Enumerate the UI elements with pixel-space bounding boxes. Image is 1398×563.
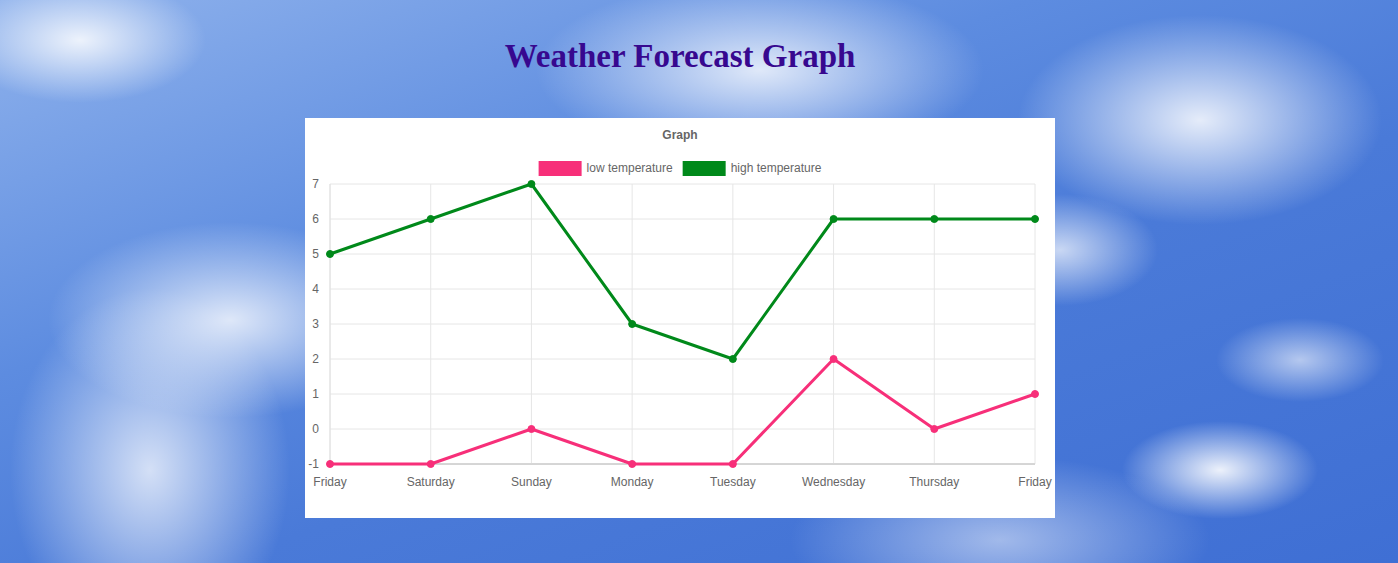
- x-tick-label: Friday: [1018, 475, 1051, 489]
- x-tick-label: Saturday: [407, 475, 455, 489]
- series-marker: [528, 426, 535, 433]
- series-line: [330, 184, 1035, 359]
- series-marker: [830, 216, 837, 223]
- y-axis-line: [330, 184, 331, 464]
- series-marker: [729, 461, 736, 468]
- chart-title: Graph: [662, 128, 697, 142]
- series-marker: [729, 356, 736, 363]
- legend-item: low temperature: [539, 161, 673, 176]
- series-marker: [427, 461, 434, 468]
- y-tick-label: -1: [308, 457, 319, 471]
- series-line: [330, 359, 1035, 464]
- x-grid-line: [1035, 184, 1036, 464]
- x-grid-line: [732, 184, 733, 464]
- y-tick-label: 5: [312, 247, 319, 261]
- series-marker: [931, 426, 938, 433]
- x-grid-line: [531, 184, 532, 464]
- legend-item: high temperature: [683, 161, 822, 176]
- y-grid-line: [330, 324, 1035, 325]
- series-marker: [629, 461, 636, 468]
- y-tick-label: 3: [312, 317, 319, 331]
- x-tick-label: Tuesday: [710, 475, 756, 489]
- chart: Graph low temperature high temperature -1 0 1…: [305, 118, 1055, 518]
- legend-swatch: [683, 161, 726, 176]
- x-grid-line: [833, 184, 834, 464]
- series-marker: [830, 356, 837, 363]
- y-grid-line: [330, 254, 1035, 255]
- x-grid-line: [330, 184, 331, 464]
- y-tick-label: 7: [312, 177, 319, 191]
- y-grid-line: [330, 429, 1035, 430]
- y-grid-line: [330, 394, 1035, 395]
- x-tick-label: Sunday: [511, 475, 552, 489]
- x-grid-line: [430, 184, 431, 464]
- chart-panel: Graph low temperature high temperature -1 0 1…: [305, 118, 1055, 518]
- y-grid-line: [330, 184, 1035, 185]
- legend-swatch: [539, 161, 582, 176]
- legend-label: high temperature: [731, 161, 822, 175]
- series-marker: [1032, 216, 1039, 223]
- y-grid-line: [330, 359, 1035, 360]
- y-grid-line: [330, 289, 1035, 290]
- series-marker: [327, 251, 334, 258]
- series-marker: [629, 321, 636, 328]
- y-tick-label: 1: [312, 387, 319, 401]
- plot-area: [327, 181, 1039, 468]
- series-marker: [427, 216, 434, 223]
- series-marker: [528, 181, 535, 188]
- x-tick-label: Monday: [611, 475, 654, 489]
- legend-label: low temperature: [587, 161, 673, 175]
- grid: [330, 184, 1035, 464]
- y-tick-label: 6: [312, 212, 319, 226]
- page-heading: Weather Forecast Graph: [0, 38, 1360, 75]
- legend: low temperature high temperature: [539, 161, 822, 176]
- x-grid-line: [934, 184, 935, 464]
- series-marker: [1032, 391, 1039, 398]
- x-tick-label: Wednesday: [802, 475, 865, 489]
- y-tick-label: 0: [312, 422, 319, 436]
- y-tick-label: 2: [312, 352, 319, 366]
- y-tick-label: 4: [312, 282, 319, 296]
- x-tick-label: Friday: [313, 475, 346, 489]
- x-tick-label: Thursday: [909, 475, 959, 489]
- series-marker: [931, 216, 938, 223]
- series-marker: [327, 461, 334, 468]
